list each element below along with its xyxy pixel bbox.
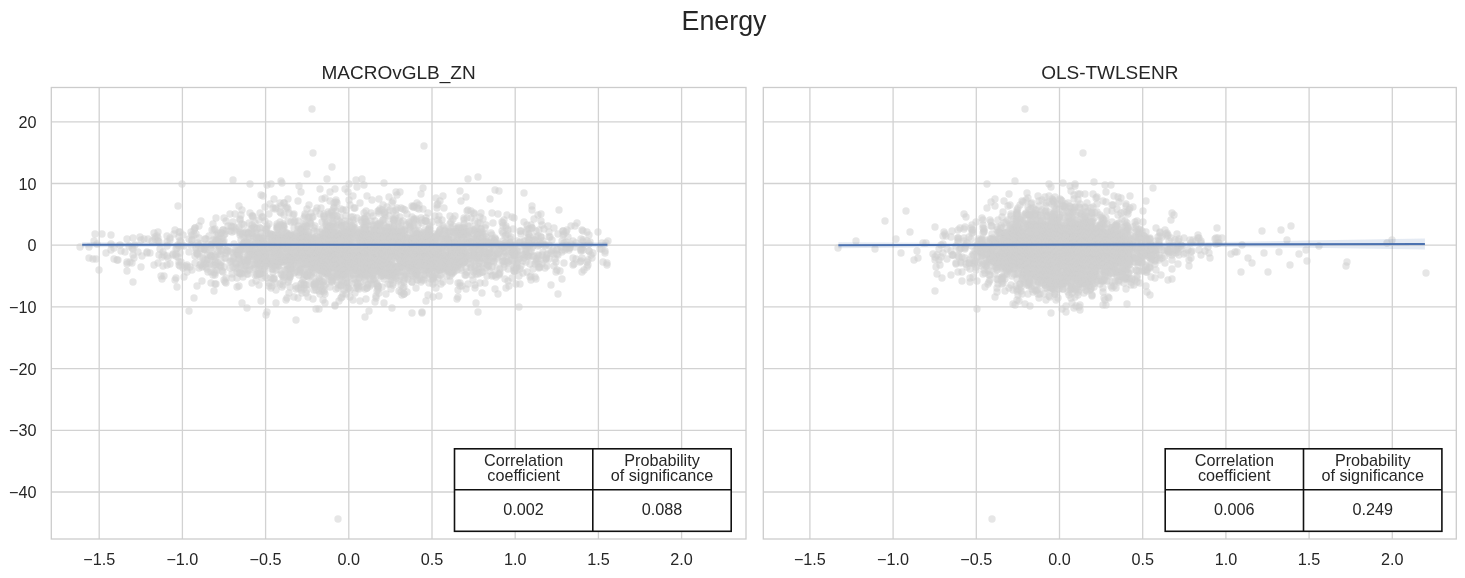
- svg-text:−1.0: −1.0: [166, 550, 198, 568]
- svg-text:MACROvGLB_ZN: MACROvGLB_ZN: [322, 62, 476, 84]
- svg-text:0.088: 0.088: [642, 500, 683, 518]
- svg-text:coefficient: coefficient: [487, 466, 560, 484]
- svg-text:0.0: 0.0: [1048, 550, 1071, 568]
- svg-text:coefficient: coefficient: [1198, 466, 1271, 484]
- svg-text:10: 10: [18, 175, 36, 193]
- svg-text:1.5: 1.5: [587, 550, 610, 568]
- svg-text:0.0: 0.0: [338, 550, 361, 568]
- svg-text:−10: −10: [9, 298, 36, 316]
- svg-text:0.5: 0.5: [421, 550, 444, 568]
- svg-text:OLS-TWLSENR: OLS-TWLSENR: [1041, 62, 1178, 83]
- svg-text:of significance: of significance: [1321, 466, 1424, 484]
- svg-text:0.006: 0.006: [1214, 500, 1255, 518]
- svg-text:0.002: 0.002: [503, 500, 544, 518]
- svg-text:−1.0: −1.0: [877, 550, 909, 568]
- svg-text:0.5: 0.5: [1131, 550, 1154, 568]
- svg-text:of significance: of significance: [611, 466, 714, 484]
- svg-text:−0.5: −0.5: [250, 550, 282, 568]
- svg-text:−0.5: −0.5: [960, 550, 992, 568]
- svg-text:2.0: 2.0: [670, 550, 693, 568]
- svg-text:1.5: 1.5: [1298, 550, 1321, 568]
- svg-text:−1.5: −1.5: [83, 550, 115, 568]
- svg-text:−40: −40: [9, 483, 36, 501]
- svg-text:−20: −20: [9, 360, 36, 378]
- svg-text:20: 20: [18, 113, 36, 131]
- svg-text:Energy: Energy: [682, 6, 768, 36]
- svg-text:−1.5: −1.5: [794, 550, 826, 568]
- svg-text:0: 0: [27, 236, 36, 254]
- svg-text:−30: −30: [9, 421, 36, 439]
- svg-text:1.0: 1.0: [1215, 550, 1238, 568]
- svg-text:2.0: 2.0: [1381, 550, 1404, 568]
- svg-text:1.0: 1.0: [504, 550, 527, 568]
- svg-text:0.249: 0.249: [1352, 500, 1393, 518]
